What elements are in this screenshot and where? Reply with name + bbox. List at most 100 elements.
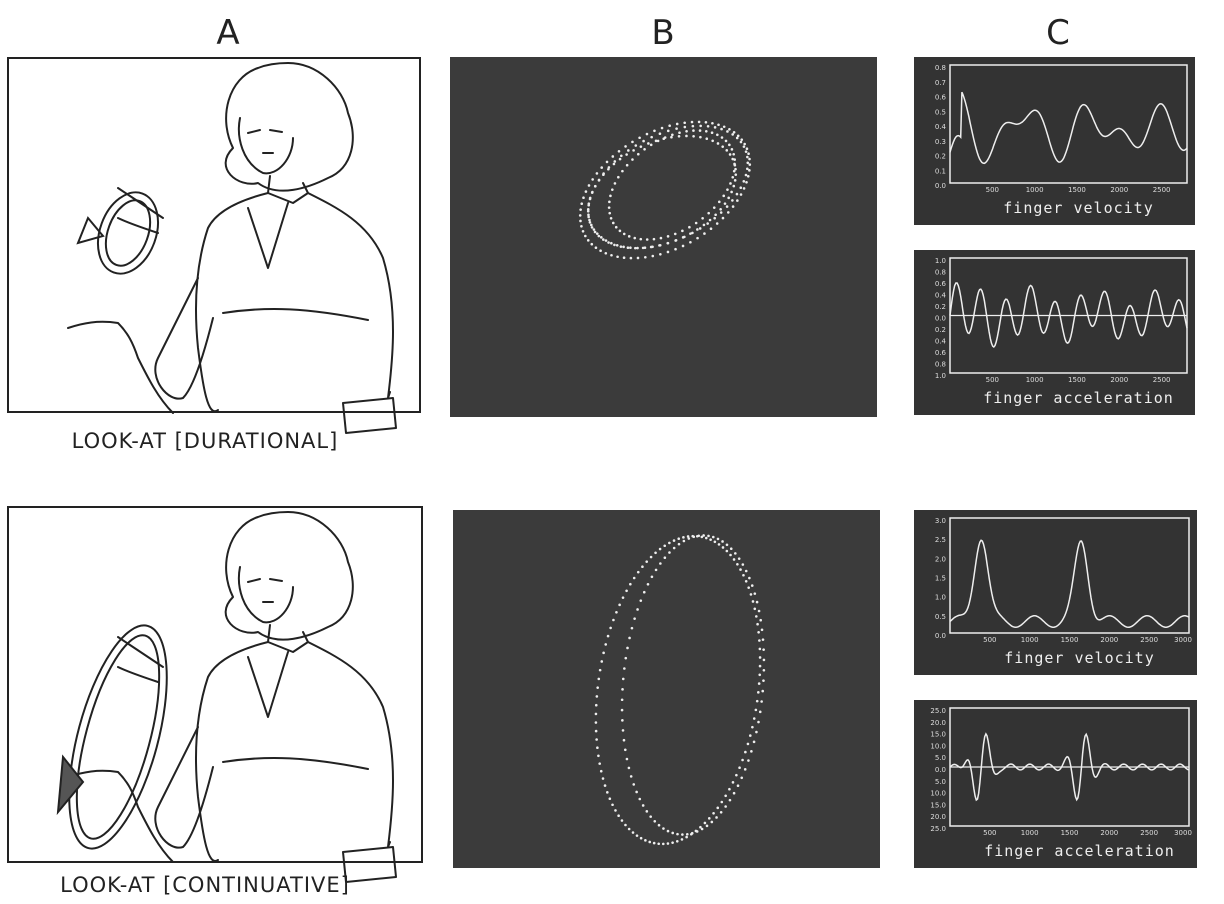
caption: LOOK-AT [DURATIONAL]	[72, 429, 339, 453]
trajectory-dot	[654, 552, 657, 555]
trajectory-dot	[624, 824, 627, 827]
trajectory-dot	[624, 748, 627, 751]
trajectory-dot	[729, 153, 732, 156]
trajectory-dot	[595, 704, 598, 707]
trajectory-dot	[720, 211, 723, 214]
trajectory-dot	[717, 538, 720, 541]
trajectory-dot	[668, 542, 671, 545]
trajectory-dot	[668, 551, 671, 554]
trajectory-dot	[733, 558, 736, 561]
trajectory-dot	[590, 224, 593, 227]
trajectory-dot	[740, 138, 743, 141]
trajectory-dot	[704, 822, 707, 825]
trajectory-dot	[678, 543, 681, 546]
trajectory-dot	[616, 255, 619, 258]
trajectory-dot	[631, 158, 634, 161]
trajectory-dot	[699, 129, 702, 132]
trajectory-dot	[676, 123, 679, 126]
trajectory-dot	[743, 143, 746, 146]
y-tick-label: 10.0	[930, 742, 946, 750]
trajectory-dot	[602, 172, 605, 175]
y-tick-label: 0.6	[935, 94, 947, 102]
trajectory-dot	[740, 141, 743, 144]
y-tick-label: 25.0	[930, 825, 946, 833]
x-tick-label: 3000	[1174, 829, 1192, 837]
trajectory-dot	[598, 235, 601, 238]
trajectory-dot	[682, 536, 685, 539]
trajectory-dot	[587, 216, 590, 219]
trajectory-dot	[736, 137, 739, 140]
x-tick-label: 1500	[1061, 829, 1079, 837]
trajectory-dot	[638, 136, 641, 139]
trajectory-dot	[626, 647, 629, 650]
trajectory-dot	[674, 248, 677, 251]
trajectory-dot	[597, 754, 600, 757]
trajectory-dot	[589, 198, 592, 201]
trajectory-dot	[684, 126, 687, 129]
trajectory-dot	[759, 711, 762, 714]
x-tick-label: 500	[983, 636, 996, 644]
trajectory-dot	[758, 610, 761, 613]
trajectory-dot	[659, 132, 662, 135]
trajectory-dot	[631, 141, 634, 144]
trajectory-dot	[637, 571, 640, 574]
trajectory-dot	[598, 762, 601, 765]
trajectory-dot	[714, 540, 717, 543]
trajectory-dot	[626, 758, 629, 761]
trajectory-dot	[646, 133, 649, 136]
trajectory-dot	[610, 242, 613, 245]
figure: A B C LOOK-AT [DURATIONAL] LOOK-AT [CONT…	[0, 0, 1224, 904]
trajectory-dot	[663, 544, 666, 547]
trajectory-dot	[762, 648, 765, 651]
trajectory-dot	[640, 145, 643, 148]
trajectory-dot	[712, 536, 715, 539]
trajectory-dot	[698, 121, 701, 124]
trajectory-dot	[740, 193, 743, 196]
trajectory-dot	[648, 841, 651, 844]
trajectory-dot	[691, 121, 694, 124]
trajectory-dot	[731, 176, 734, 179]
trajectory-dot	[717, 123, 720, 126]
trajectory-dot	[720, 811, 723, 814]
trajectory-dot	[753, 607, 756, 610]
column-label: A	[216, 13, 239, 53]
trajectory-dot	[744, 768, 747, 771]
trajectory-dot	[689, 241, 692, 244]
trajectory-dot	[628, 235, 631, 238]
x-tick-label: 2000	[1100, 636, 1118, 644]
trajectory-dot	[588, 184, 591, 187]
trajectory-dot	[653, 238, 656, 241]
trajectory-dot	[611, 188, 614, 191]
trajectory-dot	[659, 562, 662, 565]
y-tick-label: 0.8	[935, 361, 946, 369]
trajectory-dot	[746, 156, 749, 159]
trajectory-dot	[667, 251, 670, 254]
trajectory-dot	[671, 841, 674, 844]
trajectory-dot	[596, 232, 599, 235]
trajectory-dot	[676, 833, 679, 836]
trajectory-dot	[589, 221, 592, 224]
trajectory-dot	[633, 617, 636, 620]
trajectory-dot	[686, 833, 689, 836]
trajectory-dot	[745, 150, 748, 153]
trajectory-dot	[640, 837, 643, 840]
trajectory-dot	[638, 798, 641, 801]
trajectory-dot	[742, 563, 745, 566]
trajectory-dot	[743, 187, 746, 190]
trajectory-dot	[699, 227, 702, 230]
trajectory-dot	[691, 232, 694, 235]
trajectory-dot	[747, 586, 750, 589]
x-tick-label: 1000	[1026, 186, 1044, 194]
x-tick-label: 500	[983, 829, 996, 837]
trajectory-dot	[705, 121, 708, 124]
trajectory-dot	[671, 832, 674, 835]
trajectory-dot	[675, 127, 678, 130]
x-axis-label: finger acceleration	[984, 842, 1175, 860]
trajectory-dot	[599, 669, 602, 672]
trajectory-dot	[673, 539, 676, 542]
trajectory-dot	[645, 560, 648, 563]
trajectory-dot	[701, 217, 704, 220]
trajectory-dot	[662, 827, 665, 830]
trajectory-dot	[736, 193, 739, 196]
trajectory-dot	[729, 799, 732, 802]
